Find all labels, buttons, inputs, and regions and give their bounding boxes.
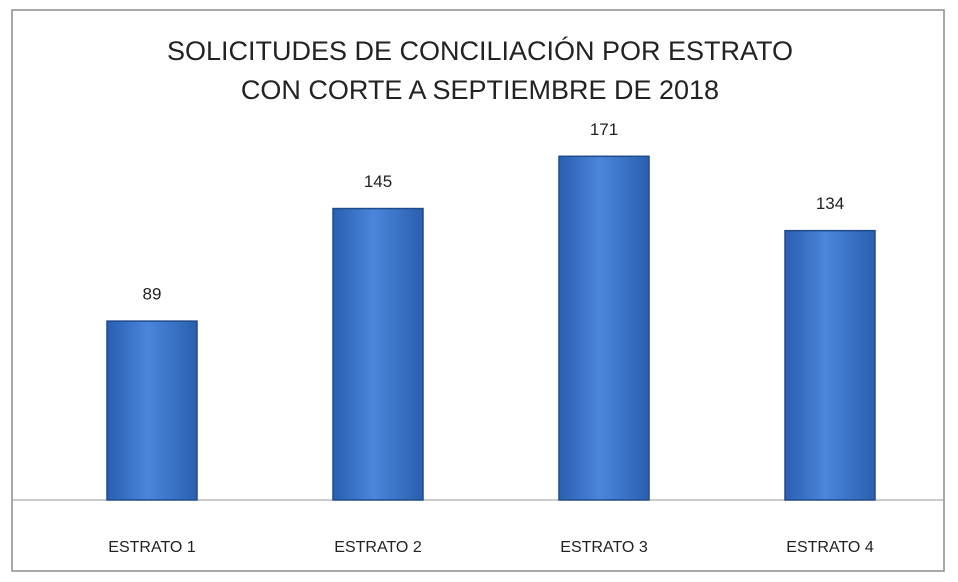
data-label: 134 [816, 194, 844, 213]
bar [558, 155, 650, 501]
data-label: 89 [143, 285, 162, 304]
x-tick-label: ESTRATO 3 [560, 539, 648, 556]
data-label: 171 [590, 120, 618, 139]
x-tick-label: ESTRATO 1 [108, 539, 196, 556]
bar [106, 320, 198, 501]
bar [332, 207, 424, 501]
data-label: 145 [364, 172, 392, 191]
bar [784, 229, 876, 501]
x-tick-label: ESTRATO 4 [786, 539, 874, 556]
chart-title: SOLICITUDES DE CONCILIACIÓN POR ESTRATO [167, 35, 793, 66]
chart-title: CON CORTE A SEPTIEMBRE DE 2018 [241, 75, 719, 105]
x-tick-label: ESTRATO 2 [334, 539, 422, 556]
